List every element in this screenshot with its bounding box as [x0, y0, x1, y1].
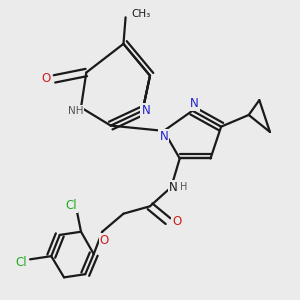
Text: NH: NH	[68, 106, 83, 116]
Text: O: O	[100, 234, 109, 247]
Text: O: O	[41, 72, 51, 86]
Text: N: N	[141, 104, 150, 117]
Text: N: N	[159, 130, 168, 143]
Text: CH₃: CH₃	[131, 9, 150, 19]
Text: N: N	[190, 97, 199, 110]
Text: Cl: Cl	[66, 199, 77, 212]
Text: N: N	[169, 181, 178, 194]
Text: Cl: Cl	[16, 256, 27, 269]
Text: H: H	[180, 182, 188, 192]
Text: O: O	[172, 214, 181, 228]
